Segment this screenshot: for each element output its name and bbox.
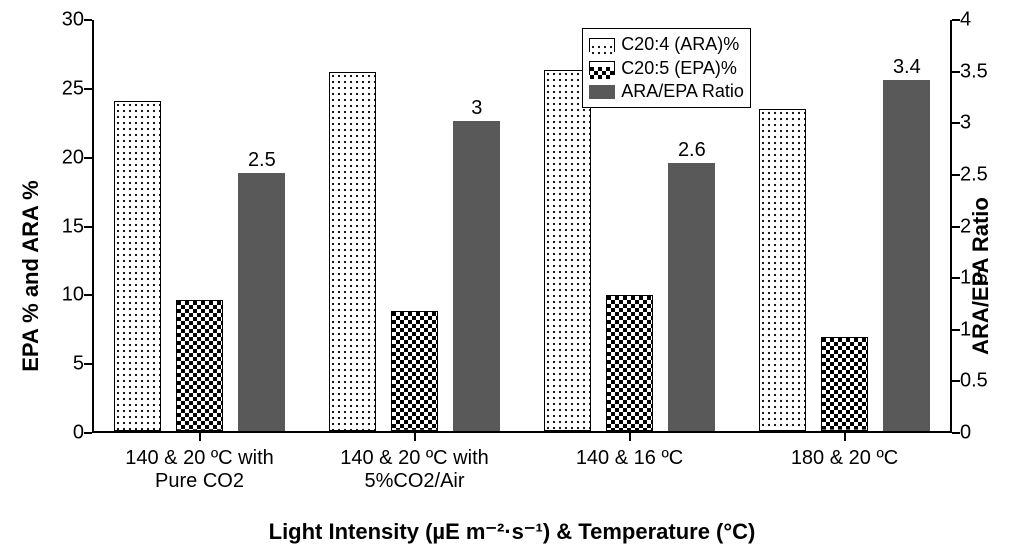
x-axis-title: Light Intensity (µE m⁻²·s⁻¹) & Temperatu… xyxy=(0,519,1024,545)
bar-value-label: 3 xyxy=(471,97,482,120)
bar-ara xyxy=(759,109,806,431)
y-right-tick-label: 2.5 xyxy=(952,163,988,186)
legend-label: C20:4 (ARA)% xyxy=(621,33,739,56)
y-right-tick-label: 3.5 xyxy=(952,60,988,83)
bar-ara xyxy=(329,72,376,431)
x-category-label: 140 & 20 ºC with Pure CO2 xyxy=(97,433,301,493)
y-right-tick-label: 0 xyxy=(952,422,971,445)
y-left-tick-label: 0 xyxy=(73,422,92,445)
legend-item: C20:4 (ARA)% xyxy=(589,33,744,56)
plot-area: 05101520253000.511.522.533.54140 & 20 ºC… xyxy=(92,20,952,433)
x-category-label: 180 & 20 ºC xyxy=(742,433,946,470)
y-left-tick-label: 20 xyxy=(62,146,92,169)
legend-label: C20:5 (EPA)% xyxy=(621,57,737,80)
legend-swatch xyxy=(589,61,615,75)
y-left-tick-label: 25 xyxy=(62,77,92,100)
legend-swatch xyxy=(589,38,615,52)
bar-ratio xyxy=(668,163,715,431)
y-right-tick-label: 4 xyxy=(952,9,971,32)
y-left-tick-label: 30 xyxy=(62,9,92,32)
legend: C20:4 (ARA)%C20:5 (EPA)%ARA/EPA Ratio xyxy=(582,28,751,108)
x-category-label: 140 & 20 ºC with 5%CO2/Air xyxy=(312,433,516,493)
chart-container: EPA % and ARA % ARA/EPA Ratio Light Inte… xyxy=(0,0,1024,551)
y-right-tick-label: 1 xyxy=(952,318,971,341)
x-category-label: 140 & 16 ºC xyxy=(527,433,731,470)
bar-ratio xyxy=(238,173,285,431)
legend-item: ARA/EPA Ratio xyxy=(589,80,744,103)
bar-value-label: 2.5 xyxy=(248,149,276,172)
y-axis-left-title: EPA % and ARA % xyxy=(18,180,44,372)
bar-epa xyxy=(176,300,223,431)
bar-value-label: 2.6 xyxy=(678,139,706,162)
bar-epa xyxy=(391,311,438,431)
legend-item: C20:5 (EPA)% xyxy=(589,57,744,80)
y-right-tick-label: 3 xyxy=(952,112,971,135)
y-right-tick-label: 0.5 xyxy=(952,370,988,393)
bar-ratio xyxy=(453,121,500,431)
y-right-tick-label: 2 xyxy=(952,215,971,238)
legend-label: ARA/EPA Ratio xyxy=(621,80,744,103)
bar-epa xyxy=(821,337,868,431)
bar-value-label: 3.4 xyxy=(893,56,921,79)
bar-epa xyxy=(606,295,653,431)
y-left-tick-label: 5 xyxy=(73,353,92,376)
y-left-tick-label: 10 xyxy=(62,284,92,307)
bar-ara xyxy=(114,101,161,431)
bar-ratio xyxy=(883,80,930,431)
bar-ara xyxy=(544,70,591,431)
y-axis-left-line xyxy=(92,20,94,433)
y-right-tick-label: 1.5 xyxy=(952,267,988,290)
legend-swatch xyxy=(589,85,615,99)
y-left-tick-label: 15 xyxy=(62,215,92,238)
